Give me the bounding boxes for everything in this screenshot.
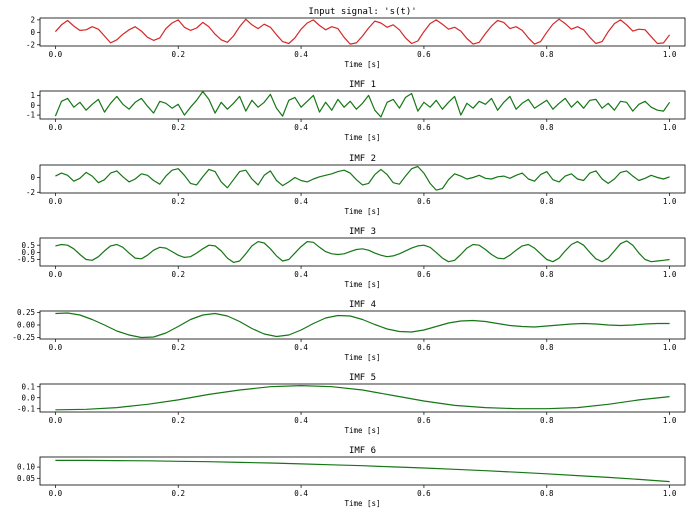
y-tick-label: 0 <box>30 173 35 182</box>
y-tick-label: -0.1 <box>17 404 35 413</box>
x-tick-label: 1.0 <box>663 489 677 498</box>
x-axis-label: Time [s] <box>344 280 380 289</box>
x-tick-label: 0.4 <box>294 50 308 59</box>
subplot-title: Input signal: 's(t)' <box>308 7 416 17</box>
axes-frame <box>39 310 686 340</box>
x-tick-label: 0.2 <box>171 343 185 352</box>
x-axis-label: Time [s] <box>344 60 380 69</box>
y-tick-label: 0.05 <box>17 474 35 483</box>
y-tick-label: 0.0 <box>21 248 35 257</box>
x-tick-label: 1.0 <box>663 50 677 59</box>
x-tick-label: 0.6 <box>417 489 431 498</box>
x-tick-label: 1.0 <box>663 197 677 206</box>
axes-frame <box>39 17 686 47</box>
y-tick-label: 0.00 <box>17 321 36 330</box>
y-tick-label: 0.5 <box>21 241 35 250</box>
x-tick-label: 0.6 <box>417 123 431 132</box>
x-tick-label: 0.4 <box>294 343 308 352</box>
series-line-1-0 <box>54 90 671 118</box>
series-line-3-0 <box>55 240 670 263</box>
x-tick-label: 0.8 <box>540 50 554 59</box>
x-tick-label: 0.0 <box>49 50 63 59</box>
y-tick-label: 0 <box>30 28 35 37</box>
y-tick-label: 0 <box>30 101 35 110</box>
subplot-title: IMF 2 <box>349 154 376 164</box>
x-tick-label: 0.4 <box>294 416 308 425</box>
subplot-title: IMF 1 <box>349 80 376 90</box>
series-line-4-0 <box>55 312 670 339</box>
x-tick-label: 0.0 <box>49 489 63 498</box>
subplot-6: IMF 6 0.0 0.2 0.4 0.6 0.8 1.0 Time [s] 0.10 0.05 <box>17 446 686 508</box>
x-tick-label: 0.4 <box>294 123 308 132</box>
y-tick-label: -0.25 <box>12 333 35 342</box>
subplot-title: IMF 4 <box>349 300 376 310</box>
subplot-title: IMF 5 <box>349 373 376 383</box>
subplot-4: IMF 4 0.0 0.2 0.4 0.6 0.8 1.0 Time [s] 0.25 0.00 -… <box>12 300 686 362</box>
y-tick-label: -1 <box>26 111 35 120</box>
y-tick-label: -2 <box>26 40 35 49</box>
x-tick-label: 0.0 <box>49 123 63 132</box>
x-tick-label: 0.2 <box>171 123 185 132</box>
x-tick-label: 1.0 <box>663 270 677 279</box>
x-tick-label: 0.6 <box>417 343 431 352</box>
x-tick-label: 0.8 <box>540 416 554 425</box>
subplot-title: IMF 3 <box>349 227 376 237</box>
x-tick-label: 0.2 <box>171 50 185 59</box>
x-tick-label: 0.6 <box>417 50 431 59</box>
x-axis-label: Time [s] <box>344 426 380 435</box>
x-tick-label: 0.8 <box>540 197 554 206</box>
subplot-title: IMF 6 <box>349 446 376 456</box>
axes-frame <box>39 456 686 486</box>
x-tick-label: 0.4 <box>294 270 308 279</box>
x-axis-label: Time [s] <box>344 353 380 362</box>
x-tick-label: 0.2 <box>171 489 185 498</box>
x-axis-label: Time [s] <box>344 499 380 508</box>
x-axis-label: Time [s] <box>344 133 380 142</box>
x-tick-label: 0.0 <box>49 197 63 206</box>
x-tick-label: 0.0 <box>49 343 63 352</box>
y-tick-label: 0.1 <box>21 382 35 391</box>
subplot-1: IMF 1 0.0 0.2 0.4 0.6 0.8 1.0 Time [s] 10-1 <box>26 80 686 142</box>
y-tick-label: -2 <box>26 188 35 197</box>
subplot-5: IMF 5 0.0 0.2 0.4 0.6 0.8 1.0 Time [s] 0.1 0.0 -0.… <box>17 373 686 435</box>
x-tick-label: 0.2 <box>171 197 185 206</box>
axes-frame <box>39 383 686 413</box>
x-tick-label: 0.8 <box>540 123 554 132</box>
y-tick-label: 1 <box>30 91 35 100</box>
x-tick-label: 0.6 <box>417 270 431 279</box>
series-line-2-0 <box>55 165 670 191</box>
axes-frame <box>39 164 686 194</box>
series-line-5-0 <box>55 385 670 411</box>
x-tick-label: 0.4 <box>294 489 308 498</box>
axes-frame <box>39 237 686 267</box>
axes-frame <box>39 90 686 120</box>
x-axis-label: Time [s] <box>344 207 380 216</box>
x-tick-label: 0.6 <box>417 197 431 206</box>
x-tick-label: 1.0 <box>663 416 677 425</box>
y-tick-label: 0.0 <box>21 393 35 402</box>
x-tick-label: 0.8 <box>540 489 554 498</box>
y-tick-label: 0.25 <box>17 308 35 317</box>
x-tick-label: 0.6 <box>417 416 431 425</box>
y-tick-label: -0.5 <box>17 255 35 264</box>
x-tick-label: 0.2 <box>171 416 185 425</box>
x-tick-label: 0.0 <box>49 416 63 425</box>
y-tick-label: 0.10 <box>17 463 36 472</box>
x-tick-label: 0.0 <box>49 270 63 279</box>
x-tick-label: 1.0 <box>663 343 677 352</box>
series-line-6-0 <box>55 459 670 483</box>
x-tick-label: 0.2 <box>171 270 185 279</box>
x-tick-label: 0.4 <box>294 197 308 206</box>
x-tick-label: 0.8 <box>540 343 554 352</box>
subplot-2: IMF 2 0.0 0.2 0.4 0.6 0.8 1.0 Time [s] 0 -2 <box>26 154 686 216</box>
series-line-0-0 <box>54 18 671 45</box>
x-tick-label: 0.8 <box>540 270 554 279</box>
x-tick-label: 1.0 <box>663 123 677 132</box>
y-tick-label: 2 <box>30 15 35 24</box>
subplot-0: Input signal: 's(t)' 0.0 0.2 0.4 0.6 0.8 1.0 Ti… <box>26 7 686 69</box>
